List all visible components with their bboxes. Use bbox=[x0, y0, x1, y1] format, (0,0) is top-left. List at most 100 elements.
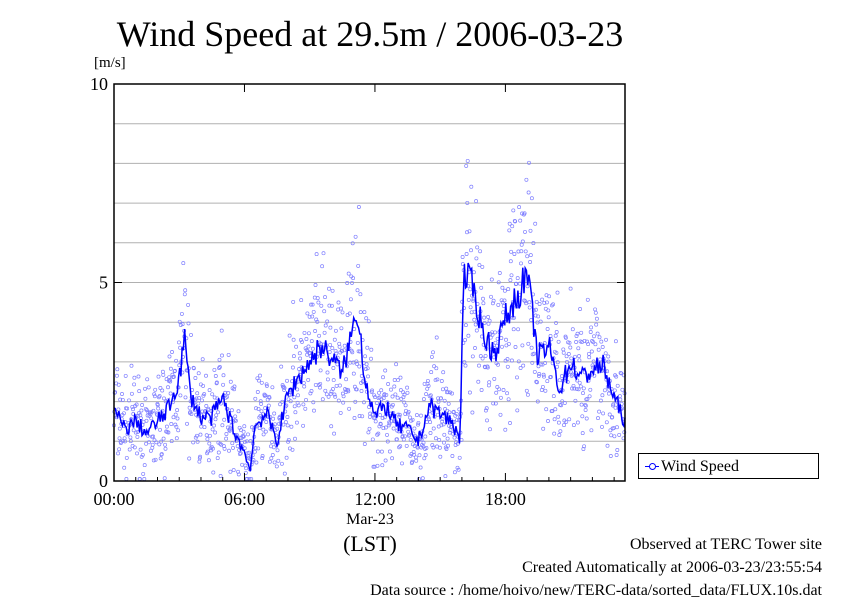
scatter-point bbox=[532, 351, 537, 356]
scatter-point bbox=[486, 315, 491, 319]
scatter-point bbox=[505, 391, 510, 396]
scatter-point bbox=[452, 435, 457, 440]
scatter-point bbox=[421, 440, 426, 445]
scatter-point bbox=[500, 285, 505, 290]
scatter-point bbox=[134, 402, 139, 407]
scatter-point bbox=[523, 299, 528, 304]
scatter-point bbox=[340, 310, 345, 315]
scatter-point bbox=[131, 428, 136, 433]
scatter-point bbox=[586, 342, 591, 347]
scatter-point bbox=[132, 375, 137, 380]
scatter-point bbox=[483, 408, 488, 413]
scatter-point bbox=[429, 370, 434, 375]
scatter-point bbox=[491, 298, 496, 303]
scatter-point bbox=[231, 468, 236, 473]
scatter-point bbox=[120, 397, 125, 402]
scatter-point bbox=[364, 316, 369, 321]
scatter-point bbox=[120, 392, 124, 396]
scatter-point bbox=[285, 378, 289, 383]
scatter-point bbox=[606, 391, 611, 396]
scatter-point bbox=[436, 399, 441, 404]
scatter-point bbox=[357, 364, 362, 369]
scatter-point bbox=[220, 423, 225, 428]
scatter-point bbox=[582, 338, 587, 343]
scatter-point bbox=[350, 280, 354, 285]
scatter-point bbox=[186, 321, 191, 326]
scatter-point bbox=[161, 436, 166, 441]
scatter-point bbox=[123, 373, 128, 378]
scatter-point bbox=[344, 377, 349, 382]
scatter-point bbox=[390, 394, 395, 399]
scatter-point bbox=[527, 305, 532, 310]
scatter-point bbox=[542, 300, 547, 305]
scatter-point bbox=[447, 410, 452, 415]
x-tick-label: 00:00 bbox=[93, 489, 134, 509]
scatter-point bbox=[302, 384, 307, 389]
scatter-point bbox=[297, 351, 302, 356]
scatter-point bbox=[259, 401, 264, 406]
scatter-point bbox=[158, 386, 163, 390]
scatter-point bbox=[431, 426, 436, 431]
scatter-point bbox=[588, 330, 593, 334]
scatter-point bbox=[309, 302, 314, 307]
scatter-point bbox=[255, 390, 260, 394]
legend-marker-swatch bbox=[649, 463, 656, 470]
scatter-point bbox=[330, 288, 335, 293]
scatter-point bbox=[163, 442, 168, 447]
scatter-point bbox=[291, 337, 296, 342]
scatter-point bbox=[557, 433, 562, 437]
scatter-point bbox=[230, 441, 235, 446]
scatter-point bbox=[450, 454, 455, 458]
scatter-point bbox=[233, 414, 238, 419]
scatter-point bbox=[214, 413, 219, 418]
scatter-point bbox=[465, 230, 469, 235]
scatter-point bbox=[339, 306, 343, 311]
scatter-point bbox=[600, 424, 604, 429]
scatter-point bbox=[337, 383, 342, 388]
scatter-point bbox=[253, 446, 258, 451]
scatter-point bbox=[524, 301, 529, 306]
scatter-point bbox=[580, 414, 585, 419]
scatter-point bbox=[174, 436, 179, 441]
scatter-point bbox=[116, 451, 120, 456]
scatter-point bbox=[214, 380, 219, 385]
scatter-point bbox=[609, 433, 614, 438]
scatter-point bbox=[593, 342, 598, 347]
scatter-point bbox=[483, 353, 488, 358]
scatter-point bbox=[615, 383, 620, 388]
scatter-point bbox=[513, 219, 518, 224]
scatter-point bbox=[612, 434, 617, 439]
scatter-point bbox=[421, 444, 426, 449]
scatter-point bbox=[496, 302, 501, 307]
scatter-point bbox=[510, 299, 515, 304]
scatter-point bbox=[194, 396, 199, 401]
scatter-point bbox=[618, 397, 623, 402]
scatter-point bbox=[439, 396, 443, 401]
scatter-point bbox=[162, 476, 167, 481]
scatter-point bbox=[325, 370, 330, 375]
scatter-point bbox=[323, 323, 328, 328]
scatter-point bbox=[131, 407, 135, 412]
scatter-point bbox=[536, 314, 541, 319]
scatter-point bbox=[174, 358, 179, 363]
scatter-point bbox=[441, 422, 446, 427]
scatter-point bbox=[149, 416, 154, 421]
scatter-point bbox=[253, 396, 258, 401]
scatter-point bbox=[611, 402, 616, 407]
scatter-point bbox=[215, 456, 220, 461]
scatter-point bbox=[479, 285, 484, 290]
scatter-point bbox=[577, 380, 582, 385]
scatter-point bbox=[117, 436, 122, 441]
scatter-point bbox=[451, 410, 456, 415]
scatter-point bbox=[187, 405, 192, 410]
scatter-point bbox=[322, 309, 327, 314]
scatter-point bbox=[528, 228, 533, 233]
scatter-point bbox=[435, 377, 440, 382]
scatter-point bbox=[345, 281, 350, 285]
scatter-point bbox=[146, 385, 151, 390]
scatter-point bbox=[516, 359, 521, 364]
scatter-point bbox=[315, 319, 320, 324]
scatter-point bbox=[414, 413, 419, 418]
scatter-point bbox=[493, 401, 498, 406]
scatter-point bbox=[359, 389, 364, 393]
